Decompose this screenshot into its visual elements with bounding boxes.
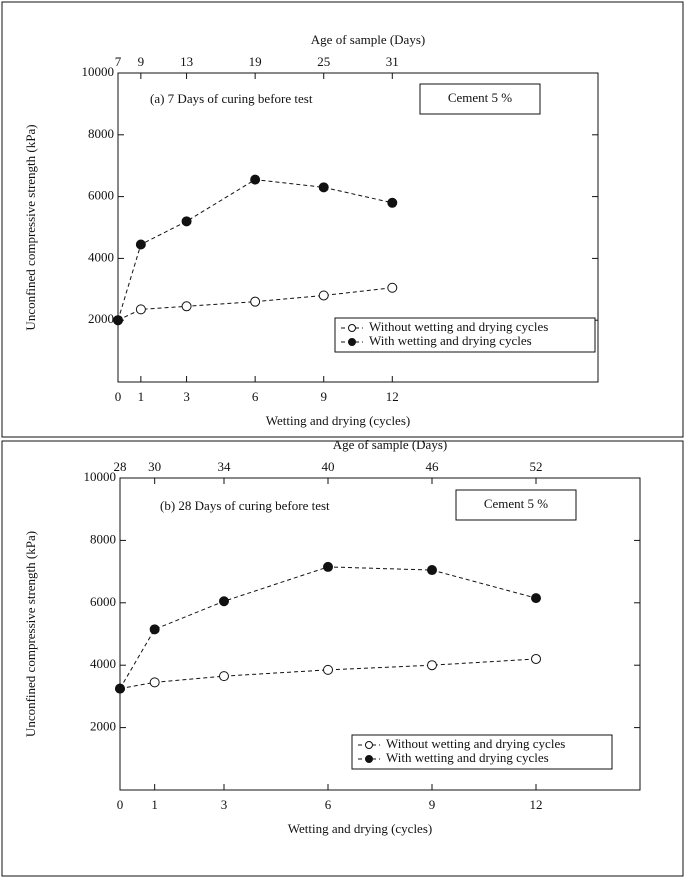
legend-label: With wetting and drying cycles bbox=[369, 333, 532, 348]
label-box bbox=[419, 83, 541, 115]
x-tick-label: 9 bbox=[429, 797, 436, 812]
x2-tick-label: 30 bbox=[148, 459, 161, 474]
y-tick-label: 10000 bbox=[82, 64, 115, 79]
x-tick-label: 1 bbox=[138, 389, 145, 404]
x-tick-label: 6 bbox=[252, 389, 259, 404]
legend-label: Without wetting and drying cycles bbox=[369, 319, 548, 334]
annotation: (b) 28 Days of curing before test bbox=[160, 498, 330, 513]
legend-marker bbox=[348, 324, 356, 332]
y-tick-label: 10000 bbox=[84, 469, 117, 484]
y-axis-title: Unconfined compressive strength (kPa) bbox=[23, 531, 38, 737]
y-tick-label: 8000 bbox=[88, 126, 114, 141]
x-axis-title: Wetting and drying (cycles) bbox=[288, 821, 432, 836]
data-point bbox=[531, 593, 541, 604]
data-point bbox=[387, 197, 398, 208]
top-axis-title: Age of sample (Days) bbox=[333, 437, 447, 452]
x2-tick-label: 40 bbox=[322, 459, 335, 474]
plot-frame bbox=[119, 477, 641, 791]
x2-tick-label: 52 bbox=[530, 459, 543, 474]
legend-label: Without wetting and drying cycles bbox=[386, 736, 565, 751]
data-point bbox=[149, 624, 160, 635]
panel-frame bbox=[1, 440, 684, 877]
y-tick-label: 8000 bbox=[90, 531, 116, 546]
y-tick-label: 6000 bbox=[90, 594, 116, 609]
y-tick-label: 4000 bbox=[88, 249, 114, 264]
data-point bbox=[181, 301, 192, 312]
x-tick-label: 3 bbox=[221, 797, 228, 812]
data-point bbox=[323, 664, 333, 675]
x2-tick-label: 7 bbox=[115, 54, 122, 69]
legend-marker bbox=[348, 338, 356, 346]
x-tick-label: 6 bbox=[325, 797, 332, 812]
data-point bbox=[219, 596, 229, 607]
data-point bbox=[387, 282, 398, 293]
legend-box bbox=[334, 317, 596, 353]
data-point bbox=[115, 683, 125, 694]
series-line bbox=[119, 566, 537, 689]
y-tick-label: 2000 bbox=[88, 311, 114, 326]
x-tick-label: 3 bbox=[183, 389, 190, 404]
data-point bbox=[318, 290, 329, 301]
y-tick-label: 2000 bbox=[90, 719, 116, 734]
y-tick-label: 4000 bbox=[90, 656, 116, 671]
series-line bbox=[117, 179, 393, 321]
data-point bbox=[135, 239, 146, 250]
label-box bbox=[455, 489, 577, 521]
data-point bbox=[250, 296, 261, 307]
x2-tick-label: 28 bbox=[114, 459, 127, 474]
y-tick-label: 6000 bbox=[88, 188, 114, 203]
legend-marker bbox=[365, 755, 373, 763]
x-tick-label: 0 bbox=[115, 389, 122, 404]
x-tick-label: 0 bbox=[117, 797, 124, 812]
data-point bbox=[427, 565, 437, 576]
data-point bbox=[149, 677, 160, 688]
x2-tick-label: 19 bbox=[249, 54, 262, 69]
x-tick-label: 9 bbox=[320, 389, 327, 404]
box-label: Cement 5 % bbox=[448, 90, 512, 105]
data-point bbox=[113, 315, 123, 326]
annotation: (a) 7 Days of curing before test bbox=[150, 91, 313, 106]
y-axis-title: Unconfined compressive strength (kPa) bbox=[23, 124, 38, 330]
x2-tick-label: 25 bbox=[317, 54, 330, 69]
panel-frame bbox=[1, 1, 684, 438]
plot-frame bbox=[117, 72, 599, 383]
box-label: Cement 5 % bbox=[484, 496, 548, 511]
data-point bbox=[181, 216, 192, 227]
x2-tick-label: 31 bbox=[386, 54, 399, 69]
x2-tick-label: 34 bbox=[218, 459, 232, 474]
data-point bbox=[531, 653, 541, 664]
data-point bbox=[318, 182, 329, 193]
x-tick-label: 1 bbox=[151, 797, 158, 812]
legend-box bbox=[351, 734, 613, 770]
legend-label: With wetting and drying cycles bbox=[386, 750, 549, 765]
series-line bbox=[119, 658, 537, 690]
top-axis-title: Age of sample (Days) bbox=[311, 32, 425, 47]
data-point bbox=[427, 660, 437, 671]
data-point bbox=[135, 304, 146, 315]
x2-tick-label: 9 bbox=[138, 54, 145, 69]
data-point bbox=[323, 561, 333, 572]
data-point bbox=[219, 671, 229, 682]
x2-tick-label: 13 bbox=[180, 54, 193, 69]
data-point bbox=[250, 174, 261, 185]
x2-tick-label: 46 bbox=[426, 459, 440, 474]
x-axis-title: Wetting and drying (cycles) bbox=[266, 413, 410, 428]
legend-marker bbox=[365, 741, 373, 749]
x-tick-label: 12 bbox=[530, 797, 543, 812]
x-tick-label: 12 bbox=[386, 389, 399, 404]
